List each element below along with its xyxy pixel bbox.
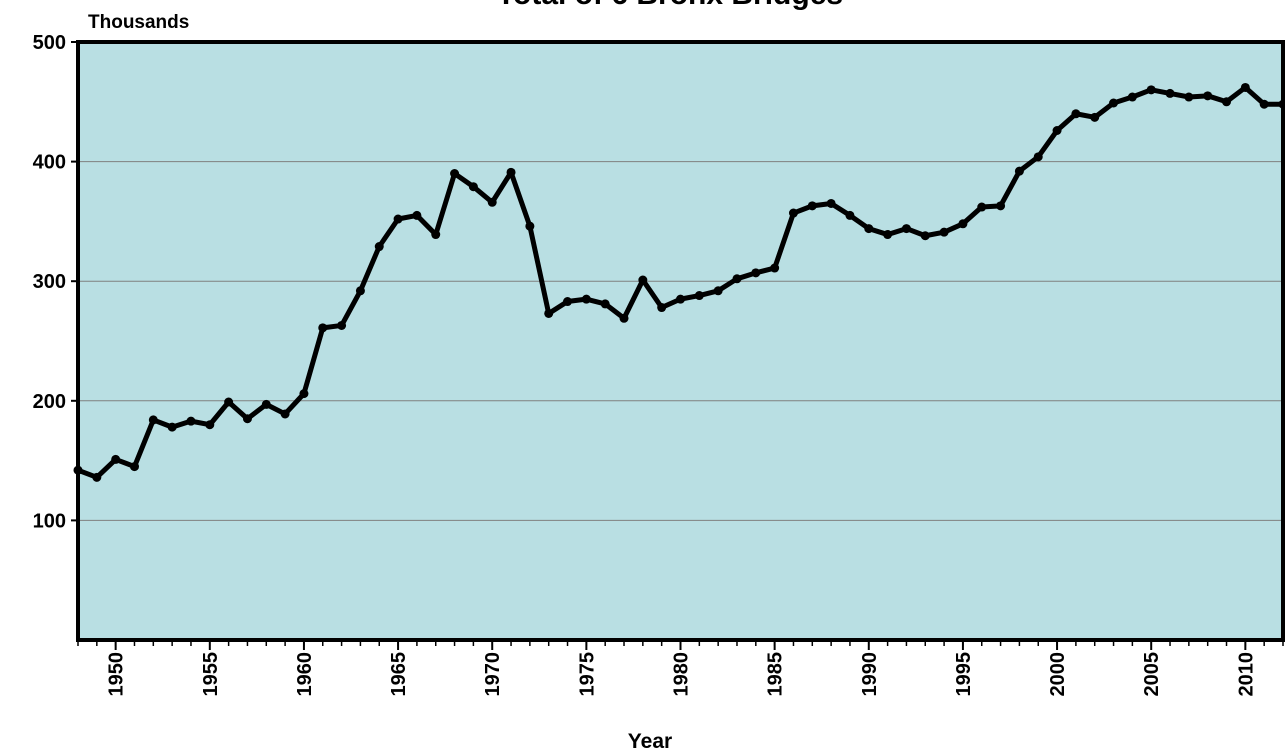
x-tick-label: 1965 (388, 652, 410, 697)
data-point (751, 268, 761, 278)
data-point (242, 414, 252, 424)
y-tick-label: 100 (33, 510, 66, 532)
x-tick-label: 1980 (671, 652, 693, 697)
data-point (732, 274, 742, 284)
data-point (788, 208, 798, 218)
data-point (845, 210, 855, 220)
x-tick-label: 1960 (294, 652, 316, 697)
data-point (638, 275, 648, 285)
data-point (977, 202, 987, 212)
data-point (657, 303, 667, 313)
data-point (958, 219, 968, 229)
y-tick-label: 200 (33, 391, 66, 413)
data-point (1033, 152, 1043, 162)
data-point (1090, 112, 1100, 122)
data-point (129, 462, 139, 472)
y-tick-label: 500 (33, 32, 66, 54)
data-point (883, 230, 893, 240)
data-point (205, 420, 215, 430)
data-point (111, 454, 121, 464)
data-point (581, 294, 591, 304)
y-tick-label: 400 (33, 152, 66, 174)
x-tick-label: 1985 (765, 652, 787, 697)
x-tick-label: 1990 (859, 652, 881, 697)
data-point (148, 415, 158, 425)
x-tick-label: 1975 (576, 652, 598, 697)
data-point (939, 227, 949, 237)
plot-area (78, 42, 1283, 640)
x-tick-label: 1970 (482, 652, 504, 697)
data-point (770, 263, 780, 273)
data-point (864, 224, 874, 234)
data-point (299, 389, 309, 399)
data-point (901, 224, 911, 234)
data-point (676, 294, 685, 304)
x-tick-label: 2010 (1235, 652, 1257, 697)
data-point (431, 230, 441, 240)
x-tick-label: 2005 (1141, 652, 1163, 697)
data-point (996, 201, 1006, 211)
data-point (600, 299, 610, 309)
data-point (261, 399, 271, 409)
data-point (1146, 85, 1156, 95)
x-tick-label: 1950 (106, 652, 128, 697)
data-point (694, 291, 704, 301)
x-tick-label: 2000 (1047, 652, 1069, 697)
chart-title: Total of 6 Bronx Bridges (497, 0, 843, 11)
data-point (1109, 98, 1119, 108)
data-point (355, 286, 365, 296)
data-point (224, 397, 234, 407)
data-point (619, 313, 629, 323)
data-point (525, 221, 535, 231)
data-point (1165, 88, 1175, 98)
data-point (1127, 92, 1137, 102)
data-point (826, 198, 836, 208)
data-point (563, 297, 573, 307)
data-point (1259, 99, 1269, 109)
data-point (506, 167, 516, 177)
data-point (318, 323, 328, 333)
data-point (1014, 166, 1024, 176)
x-tick-label: 1995 (953, 652, 975, 697)
data-point (167, 422, 177, 432)
data-point (920, 231, 930, 241)
data-point (1052, 126, 1062, 136)
plot-border (76, 40, 1285, 642)
data-point (1071, 109, 1081, 119)
data-point (412, 210, 422, 220)
data-point (186, 416, 196, 426)
data-point (807, 201, 817, 211)
data-point (487, 197, 497, 207)
x-tick-label: 1955 (200, 652, 222, 697)
data-point (468, 182, 478, 192)
data-point (544, 308, 554, 318)
data-point (1203, 91, 1213, 101)
data-point (374, 242, 384, 252)
data-point (280, 409, 290, 419)
data-point (92, 472, 102, 482)
y-unit-label: Thousands (88, 12, 189, 33)
data-point (337, 320, 347, 330)
data-point (1184, 92, 1194, 102)
data-point (450, 169, 460, 179)
data-point (1240, 82, 1250, 92)
data-point (393, 214, 403, 224)
data-point (713, 286, 723, 296)
y-tick-label: 300 (33, 271, 66, 293)
x-axis-label: Year (628, 730, 672, 753)
data-point (1222, 97, 1232, 107)
